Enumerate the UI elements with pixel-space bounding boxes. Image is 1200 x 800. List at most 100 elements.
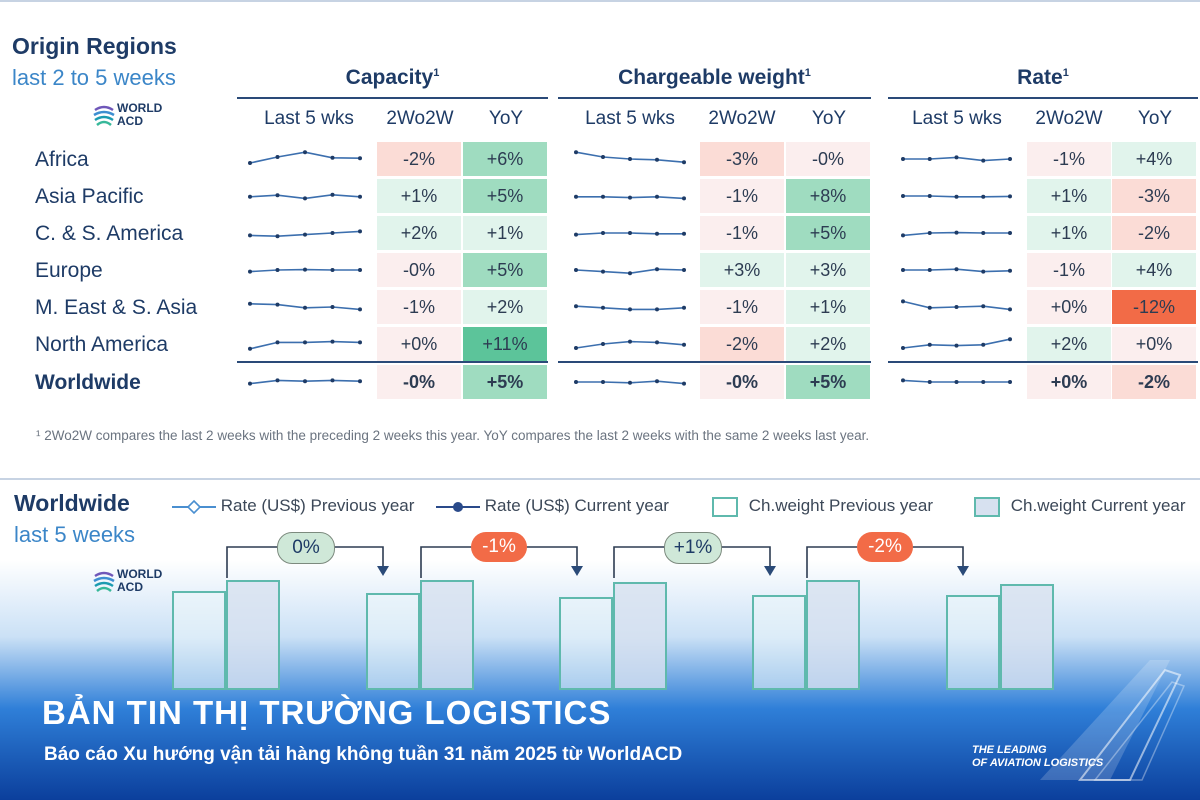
col-head-2wo2w-rate: 2Wo2W xyxy=(1035,108,1103,129)
sparkline-point xyxy=(574,194,578,199)
sparkline-point xyxy=(628,339,632,344)
sparkline-point xyxy=(574,232,578,237)
col-head-last5-chargeable: Last 5 wks xyxy=(585,108,675,129)
change-bubble: 0% xyxy=(277,532,335,564)
sparkline-point xyxy=(303,150,307,155)
sparkline-point xyxy=(927,157,932,161)
bar-chweight-current xyxy=(613,582,667,690)
sparkline-point xyxy=(901,194,905,198)
cell-chargeable-w2w: -2% xyxy=(700,327,784,361)
cell-capacity-yoy: +2% xyxy=(463,290,547,324)
sparkline-point xyxy=(1008,231,1012,235)
row-label-africa: Africa xyxy=(35,148,89,171)
arrow-down-icon xyxy=(377,566,389,576)
sparkline-point xyxy=(358,307,362,312)
sparkline-point xyxy=(655,231,659,236)
sparkline-point xyxy=(954,380,959,384)
group-rule-rate xyxy=(888,97,1198,99)
cell-rate-yoy: -12% xyxy=(1112,290,1196,324)
cell-chargeable-w2w: -0% xyxy=(700,365,784,399)
sparkline-point xyxy=(330,378,335,383)
sparkline-point xyxy=(628,380,632,385)
col-head-last5-rate: Last 5 wks xyxy=(912,108,1002,129)
bottom-subtitle: last 5 weeks xyxy=(14,522,136,547)
sparkline-point xyxy=(303,379,307,384)
sparkline-point xyxy=(901,299,905,304)
sparkline-point xyxy=(1008,194,1012,199)
sparkline-point xyxy=(248,381,252,386)
sparkline-point xyxy=(574,304,578,309)
bar-chweight-previous xyxy=(559,596,613,690)
cell-capacity-w2w: -1% xyxy=(377,290,461,324)
section-subtitle: last 2 to 5 weeks xyxy=(12,65,176,90)
sparkline-point xyxy=(358,340,362,345)
cell-capacity-yoy: +6% xyxy=(463,142,547,176)
logo-line2: ACD xyxy=(117,114,143,128)
sparkline-point xyxy=(330,305,335,309)
footnote: ¹ 2Wo2W compares the last 2 weeks with t… xyxy=(36,428,870,443)
cell-chargeable-yoy: +2% xyxy=(786,327,870,361)
sparkline-point xyxy=(1008,380,1012,384)
sparkline-point xyxy=(248,346,252,351)
sparkline-point xyxy=(628,157,632,161)
row-label-cs-america: C. & S. America xyxy=(35,222,184,245)
sparkline-point xyxy=(901,157,905,161)
cell-chargeable-yoy: +5% xyxy=(786,216,870,250)
cell-capacity-yoy: +1% xyxy=(463,216,547,250)
sparkline-point xyxy=(927,380,932,384)
logo-line1: WORLD xyxy=(117,567,163,581)
sparkline-point xyxy=(358,379,362,384)
legend-line-open-diamond-icon xyxy=(172,499,216,514)
sparkline-point xyxy=(330,339,335,344)
section-title: Origin Regions xyxy=(12,33,177,59)
bar-chweight-previous xyxy=(946,595,1000,690)
cell-rate-w2w: +0% xyxy=(1027,290,1111,324)
group-title-chargeable-weight: Chargeable weight1 xyxy=(618,66,811,89)
cell-rate-w2w: +1% xyxy=(1027,179,1111,213)
cell-capacity-yoy: +5% xyxy=(463,253,547,287)
worldacd-logo: WORLD ACD xyxy=(93,102,183,132)
logo-line1: WORLD xyxy=(117,101,163,115)
sparkline-point xyxy=(981,269,986,274)
sparkline-point xyxy=(981,342,986,347)
row-label-meast-sasia: M. East & S. Asia xyxy=(35,296,198,319)
cell-capacity-w2w: +1% xyxy=(377,179,461,213)
sparkline-point xyxy=(275,340,280,345)
sparkline-point xyxy=(574,380,578,384)
bar-chweight-previous xyxy=(752,595,806,690)
sparkline-point xyxy=(981,380,986,384)
banner-title: BẢN TIN THỊ TRƯỜNG LOGISTICS xyxy=(42,694,612,731)
sparkline-point xyxy=(248,233,252,238)
cell-chargeable-yoy: +8% xyxy=(786,179,870,213)
group-rule-chargeable xyxy=(558,97,871,99)
cell-capacity-w2w: -2% xyxy=(377,142,461,176)
group-title-rate: Rate1 xyxy=(1017,66,1069,89)
sparkline-point xyxy=(275,155,280,159)
cell-chargeable-yoy: +5% xyxy=(786,365,870,399)
legend-rate-previous: Rate (US$) Previous year xyxy=(172,494,414,518)
sparkline-point xyxy=(303,340,307,345)
change-bubble: -1% xyxy=(471,532,527,562)
sparkline-point xyxy=(954,155,959,160)
sparkline-point xyxy=(927,268,932,272)
cell-chargeable-yoy: +3% xyxy=(786,253,870,287)
cell-rate-yoy: -2% xyxy=(1112,365,1196,399)
cell-chargeable-yoy: +1% xyxy=(786,290,870,324)
legend-line-dot-icon xyxy=(436,501,480,512)
cell-rate-w2w: +1% xyxy=(1027,216,1111,250)
legend-box-filled-icon xyxy=(974,496,1000,517)
sparkline-point xyxy=(954,343,959,348)
sparkline-point xyxy=(358,268,362,272)
sparkline-point xyxy=(682,268,686,272)
arrow-down-icon xyxy=(764,566,776,576)
sparkline-point xyxy=(954,194,959,199)
sparkline-point xyxy=(628,307,632,312)
bar-chweight-current xyxy=(806,580,860,690)
cell-capacity-yoy: +5% xyxy=(463,179,547,213)
bar-chweight-current xyxy=(420,580,474,690)
sparkline-point xyxy=(601,155,605,159)
cell-chargeable-w2w: +3% xyxy=(700,253,784,287)
col-head-2wo2w-capacity: 2Wo2W xyxy=(386,108,454,129)
col-head-2wo2w-chargeable: 2Wo2W xyxy=(708,108,776,129)
